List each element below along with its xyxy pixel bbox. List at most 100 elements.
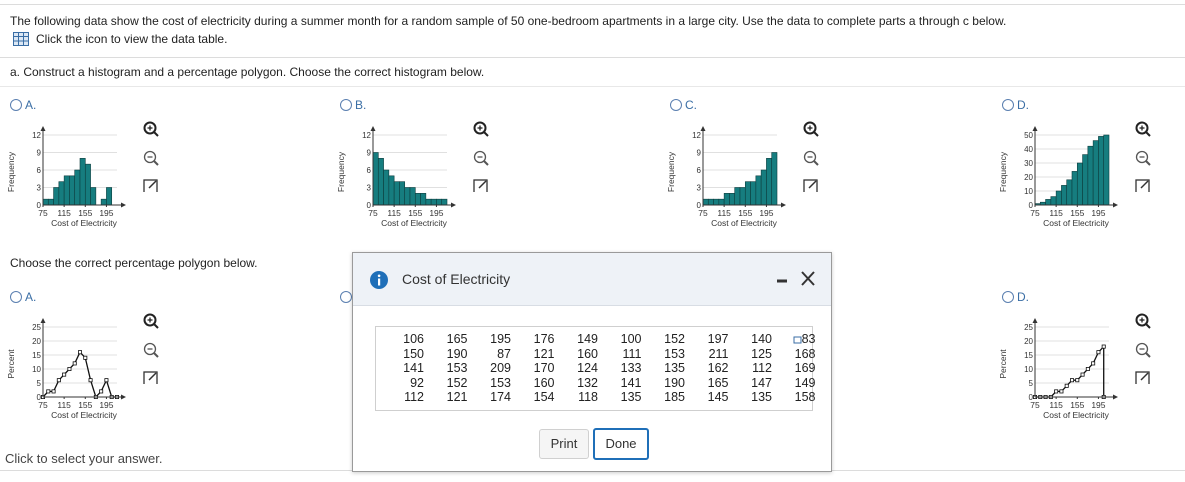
zoom-in-icon[interactable]	[803, 121, 817, 135]
bar	[393, 181, 400, 206]
x-tick-label: 115	[57, 208, 71, 218]
radio-button[interactable]	[340, 291, 352, 303]
bar	[1050, 196, 1057, 206]
zoom-out-icon[interactable]	[1135, 150, 1149, 164]
table-icon[interactable]	[13, 32, 29, 46]
bar	[425, 198, 432, 206]
table-cell: 153	[490, 375, 511, 390]
table-cell: 174	[490, 390, 511, 404]
axis-arrow	[700, 126, 706, 131]
y-tick-label: 0	[37, 201, 42, 210]
popout-icon[interactable]	[143, 371, 158, 384]
radio-button[interactable]	[340, 99, 352, 111]
y-axis-label: Frequency	[998, 151, 1008, 192]
zoom-out-icon[interactable]	[143, 342, 157, 356]
radio-button[interactable]	[10, 99, 22, 111]
table-cell: 106	[403, 332, 424, 346]
table-cell: 140	[751, 332, 772, 346]
zoom-in-icon[interactable]	[143, 121, 157, 135]
zoom-out-icon[interactable]	[1135, 342, 1149, 356]
y-tick-label: 9	[367, 149, 372, 158]
radio-button[interactable]	[10, 291, 22, 303]
option-label[interactable]: B.	[355, 98, 367, 112]
y-tick-label: 40	[1024, 145, 1033, 154]
option-label[interactable]: A.	[25, 290, 37, 304]
zoom-in-icon[interactable]	[143, 313, 157, 327]
bar	[723, 193, 730, 206]
popout-icon[interactable]	[1135, 371, 1150, 384]
window-controls[interactable]	[777, 269, 819, 289]
table-cell: 141	[620, 375, 642, 390]
icon-part	[1145, 160, 1151, 166]
popout-icon[interactable]	[1135, 179, 1150, 192]
print-button[interactable]: Print	[539, 429, 589, 459]
table-cell: 145	[707, 390, 729, 404]
option-label[interactable]: D.	[1017, 290, 1029, 304]
table-cell: 162	[707, 361, 729, 375]
zoom-in-icon[interactable]	[1135, 121, 1149, 135]
table-cell: 211	[708, 346, 729, 361]
table-cell: 147	[751, 375, 772, 390]
option-label[interactable]: D.	[1017, 98, 1029, 112]
zoom-in-icon[interactable]	[473, 121, 487, 135]
data-link[interactable]: Click the icon to view the data table.	[36, 32, 228, 46]
popout-icon[interactable]	[473, 179, 488, 192]
x-axis-label: Cost of Electricity	[1043, 218, 1109, 228]
y-axis-label: Frequency	[666, 151, 676, 192]
table-cell: 149	[577, 332, 598, 346]
zoom-out-icon[interactable]	[473, 150, 487, 164]
bar	[729, 193, 736, 206]
y-tick-label: 25	[1024, 323, 1033, 332]
icon-part	[153, 131, 159, 137]
x-tick-label: 115	[1049, 400, 1063, 410]
copy-icon[interactable]	[793, 335, 803, 345]
y-tick-label: 25	[32, 323, 41, 332]
table-cell: 165	[446, 332, 468, 346]
zoom-out-icon[interactable]	[143, 150, 157, 164]
y-tick-label: 5	[1029, 379, 1034, 388]
y-tick-label: 12	[692, 131, 701, 140]
y-tick-label: 6	[367, 166, 372, 175]
y-tick-label: 0	[1029, 201, 1034, 210]
radio-button[interactable]	[1002, 291, 1014, 303]
point	[99, 389, 104, 394]
x-tick-label: 155	[78, 208, 92, 218]
y-tick-label: 12	[32, 131, 41, 140]
option-label[interactable]: C.	[685, 98, 697, 112]
table-cell: 190	[446, 346, 468, 361]
point	[72, 361, 77, 366]
y-tick-label: 20	[1024, 173, 1033, 182]
point	[56, 378, 61, 383]
table-cell: 152	[664, 332, 685, 346]
x-axis-label: Cost of Electricity	[51, 410, 117, 420]
y-tick-label: 15	[32, 351, 41, 360]
x-tick-label: 75	[38, 400, 48, 410]
bar	[1071, 171, 1078, 206]
popout-icon[interactable]	[803, 179, 818, 192]
radio-button[interactable]	[1002, 99, 1014, 111]
tool-icons	[803, 121, 819, 192]
bar	[1082, 154, 1089, 206]
icon-part	[1145, 323, 1151, 329]
zoom-out-icon[interactable]	[803, 150, 817, 164]
radio-button[interactable]	[670, 99, 682, 111]
table-cell: 160	[533, 375, 555, 390]
option-label[interactable]: A.	[25, 98, 37, 112]
table-cell: 133	[620, 361, 642, 375]
y-tick-label: 10	[32, 365, 41, 374]
point	[88, 378, 93, 383]
table-cell: 92	[410, 375, 424, 390]
bar	[1055, 190, 1062, 206]
bar	[388, 175, 395, 206]
popout-icon[interactable]	[143, 179, 158, 192]
point	[104, 378, 109, 383]
bar	[383, 169, 390, 206]
icon-part	[793, 336, 802, 344]
zoom-in-icon[interactable]	[1135, 313, 1149, 327]
icon-part	[1140, 180, 1149, 189]
y-tick-label: 0	[1029, 393, 1034, 402]
done-button[interactable]: Done	[593, 428, 649, 460]
bar	[414, 193, 421, 206]
